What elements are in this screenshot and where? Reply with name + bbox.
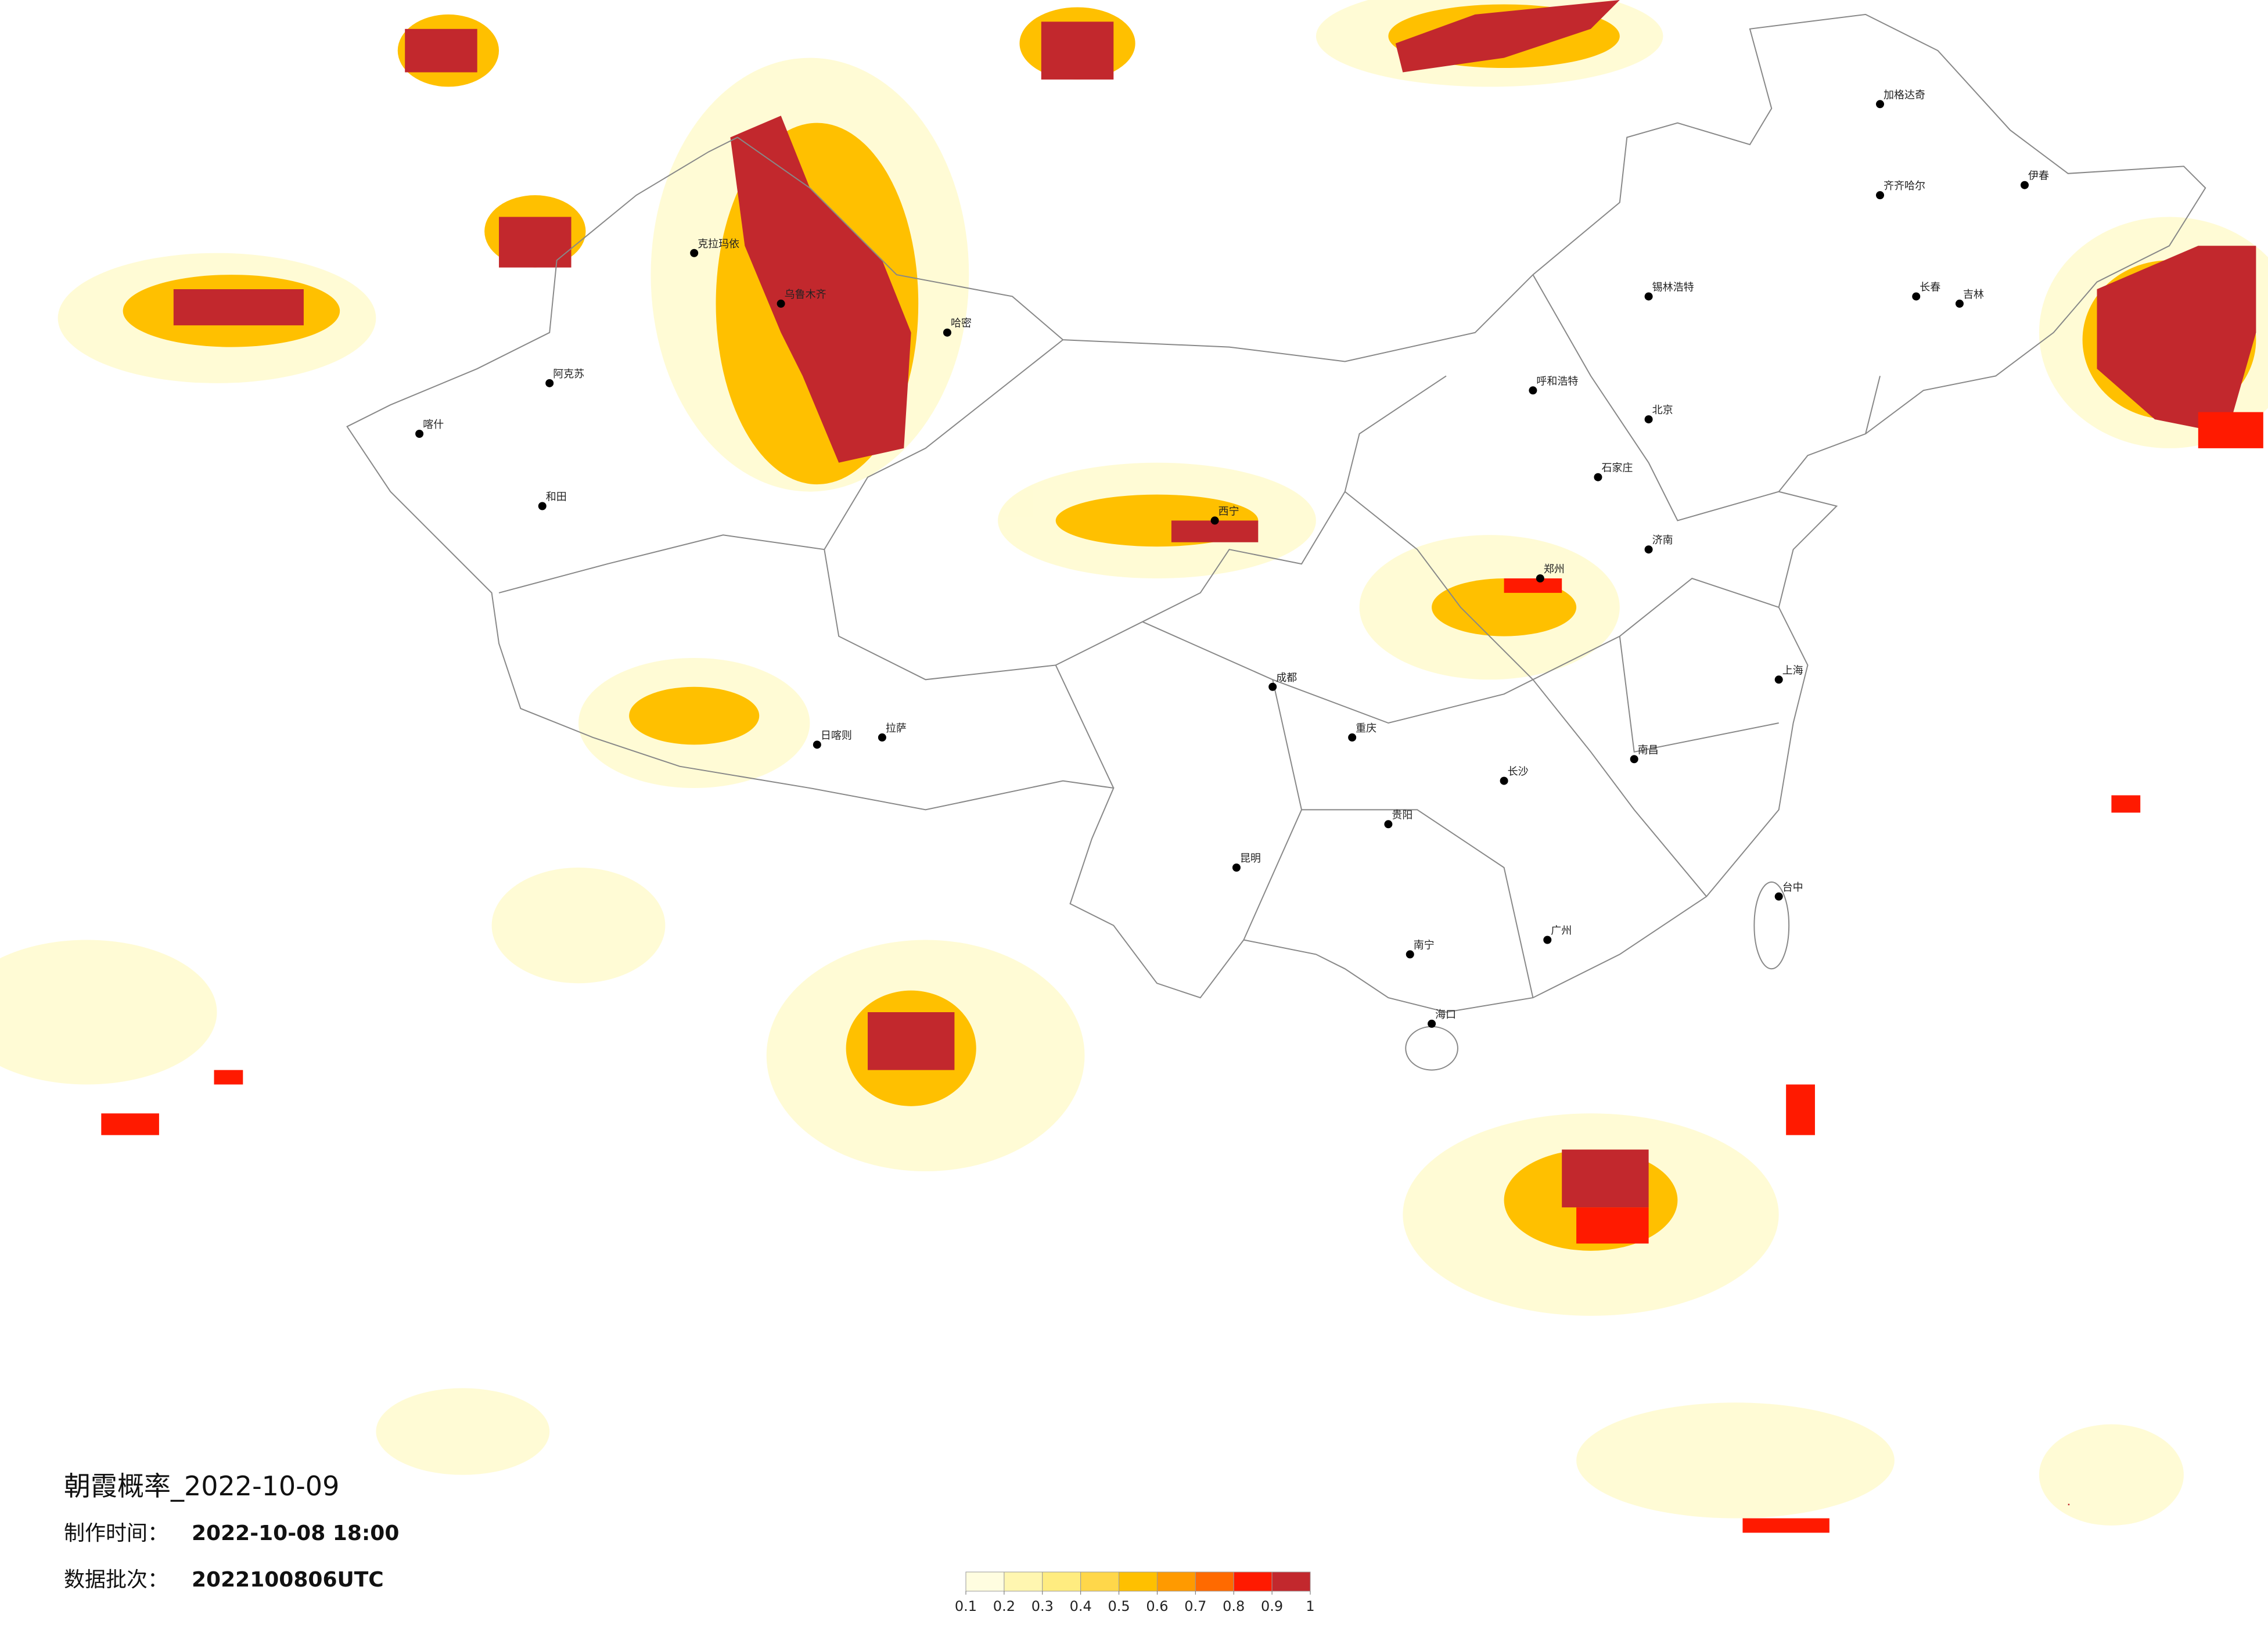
city-label: 齐齐哈尔 <box>1884 180 1925 192</box>
city-dot <box>415 430 424 438</box>
batch-label: 数据批次： <box>64 1568 168 1592</box>
legend-swatch <box>1271 1571 1311 1592</box>
city-dot <box>1912 292 1921 301</box>
info: 朝霞概率_2022-10-09 制作时间： 2022-10-08 18:00 数… <box>64 1470 399 1592</box>
city-dot <box>1876 191 1884 200</box>
city-label: 长沙 <box>1508 766 1529 778</box>
city-dot <box>2021 181 2029 189</box>
city-label: 郑州 <box>1544 563 1565 575</box>
city-dot <box>1232 864 1241 872</box>
probability-field <box>0 0 2268 1533</box>
legend-swatch <box>1233 1571 1273 1592</box>
city-dot <box>1529 386 1537 395</box>
legend-swatch <box>1042 1571 1081 1592</box>
city-dot <box>1543 936 1552 944</box>
legend-tick-label: 0.2 <box>993 1598 1015 1614</box>
city-dot <box>1594 473 1602 481</box>
city-dot <box>1500 776 1508 785</box>
legend-tick-label: 0.8 <box>1223 1598 1245 1614</box>
city-dot <box>1774 675 1783 684</box>
city-label: 台中 <box>1782 882 1803 894</box>
city-label: 成都 <box>1276 672 1297 684</box>
city-label: 克拉玛依 <box>698 238 739 250</box>
city-label: 加格达奇 <box>1884 89 1925 101</box>
made-time: 2022-10-08 18:00 <box>192 1521 399 1545</box>
city-label: 喀什 <box>423 419 444 431</box>
legend-swatch <box>1156 1571 1196 1592</box>
legend: 0.1 0.2 0.3 0.4 0.5 0.6 0.7 0.8 0.9 1 <box>955 1571 1315 1614</box>
city-dot <box>1644 292 1653 301</box>
city-dot <box>878 733 886 742</box>
city-dot <box>1384 820 1393 829</box>
city-label: 广州 <box>1551 925 1572 937</box>
city-dot <box>1644 415 1653 424</box>
city-dot <box>1406 950 1414 959</box>
city-label: 南昌 <box>1638 744 1659 756</box>
city-dot <box>1644 545 1653 554</box>
legend-tick-label: 0.9 <box>1261 1598 1283 1614</box>
city-label: 贵阳 <box>1392 809 1412 821</box>
city-dot <box>943 328 951 337</box>
legend-tick-label: 0.3 <box>1031 1598 1054 1614</box>
city-label: 锡林浩特 <box>1652 281 1694 293</box>
city-dot <box>1428 1019 1436 1028</box>
city-label: 海口 <box>1435 1009 1456 1021</box>
city-dot <box>1348 733 1357 742</box>
city-label: 重庆 <box>1356 722 1376 735</box>
legend-swatch <box>1119 1571 1158 1592</box>
city-label: 西宁 <box>1219 505 1239 517</box>
city-label: 伊春 <box>2028 170 2049 182</box>
city-label: 吉林 <box>1963 289 1984 301</box>
legend-tick-label: 0.5 <box>1108 1598 1130 1614</box>
city-label: 拉萨 <box>886 722 907 735</box>
city-label: 呼和浩特 <box>1536 375 1578 387</box>
city-dot <box>1536 574 1544 582</box>
legend-swatch <box>1195 1571 1234 1592</box>
city-dot <box>1630 755 1638 764</box>
city-label: 济南 <box>1652 534 1673 546</box>
city-dot <box>1955 299 1964 308</box>
city-dot <box>545 379 554 387</box>
city-dot <box>1774 892 1783 901</box>
city-label: 昆明 <box>1240 852 1261 865</box>
city-label: 石家庄 <box>1601 462 1633 474</box>
legend-tick-label: 0.7 <box>1184 1598 1206 1614</box>
city-dot <box>690 249 699 257</box>
city-dot <box>1876 100 1884 109</box>
made-label: 制作时间： <box>64 1521 168 1545</box>
legend-swatch <box>1004 1571 1043 1592</box>
batch: 2022100806UTC <box>192 1568 384 1592</box>
city-label: 乌鲁木齐 <box>785 289 826 301</box>
city-label: 阿克苏 <box>553 368 584 380</box>
legend-swatch <box>965 1571 1005 1592</box>
city-label: 哈密 <box>951 318 972 330</box>
city-dot <box>777 299 785 308</box>
city-dot <box>538 502 547 510</box>
map-title: 朝霞概率_2022-10-09 <box>64 1470 339 1502</box>
legend-tick-label: 0.4 <box>1070 1598 1092 1614</box>
legend-tick-label: 0.1 <box>955 1598 977 1614</box>
city-label: 南宁 <box>1414 939 1435 951</box>
legend-swatch <box>1080 1571 1120 1592</box>
city-label: 和田 <box>546 491 567 503</box>
city-dot <box>1268 682 1277 691</box>
city-label: 日喀则 <box>821 729 852 742</box>
city-label: 长春 <box>1920 281 1940 293</box>
city-dot <box>1210 516 1219 525</box>
legend-tick-label: 1 <box>1306 1598 1314 1614</box>
legend-tick-label: 0.6 <box>1146 1598 1168 1614</box>
city-label: 北京 <box>1652 404 1673 416</box>
city-dot <box>813 740 821 749</box>
city-label: 上海 <box>1782 664 1803 677</box>
